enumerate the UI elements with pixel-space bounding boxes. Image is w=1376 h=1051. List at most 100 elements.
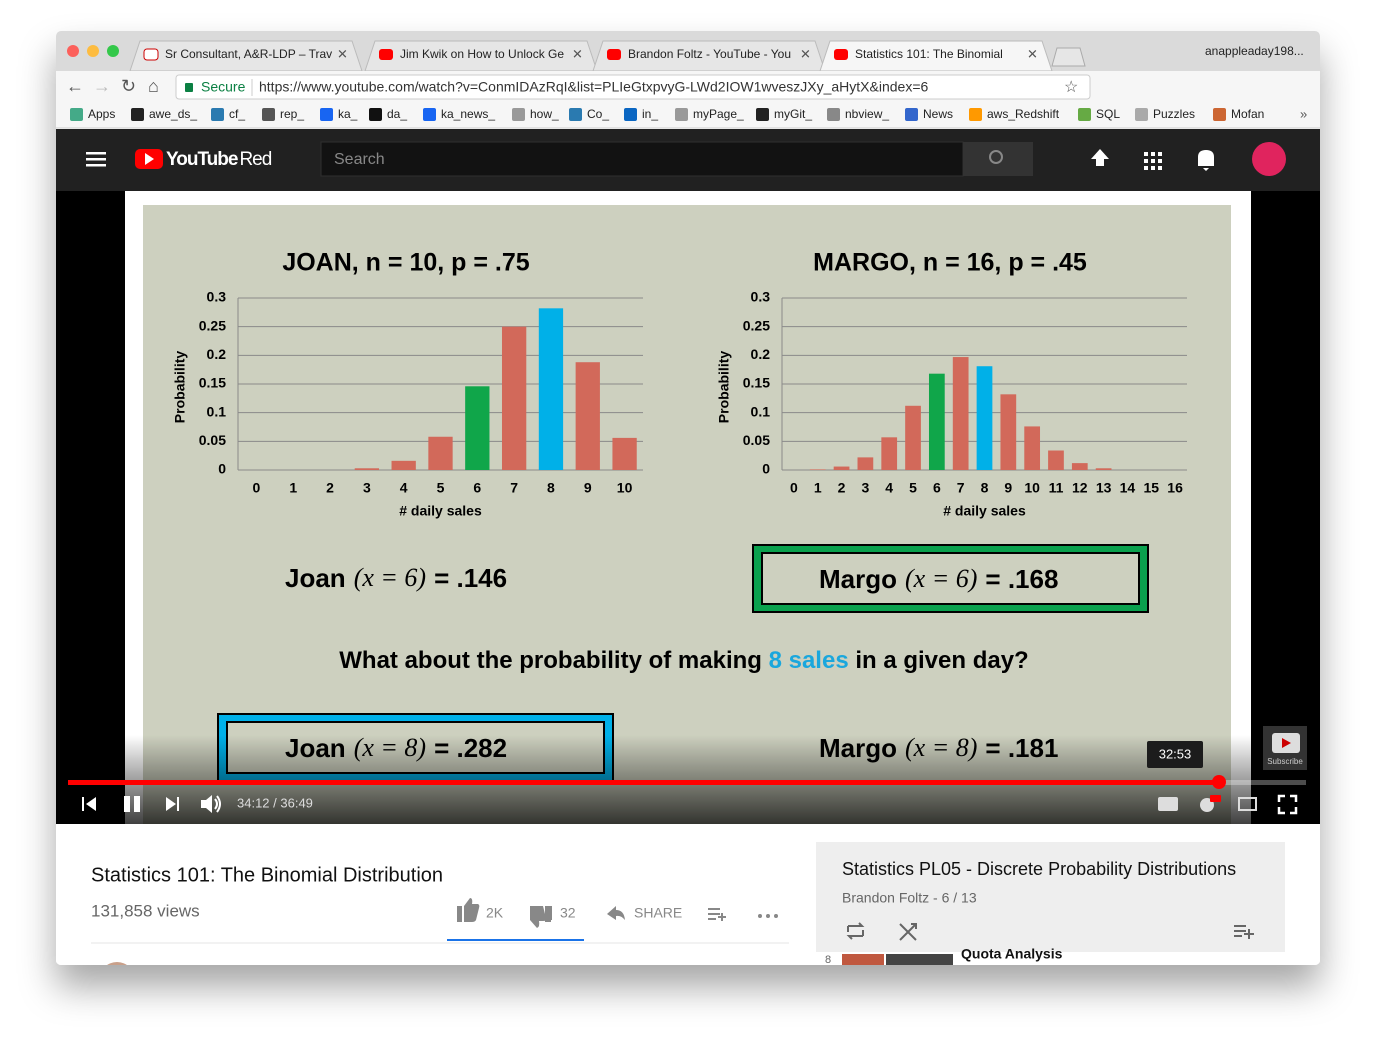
captions-button[interactable] [1158,797,1178,811]
search-button[interactable] [963,142,1033,176]
avatar[interactable] [1252,142,1286,176]
like-button[interactable] [457,898,480,922]
bookmark-star[interactable]: ☆ [1064,79,1078,96]
loop-button[interactable] [846,922,865,940]
volume-button[interactable] [201,795,212,813]
omnibox[interactable] [175,74,1091,100]
tab-close[interactable]: ✕ [1027,46,1038,61]
bookmark[interactable]: rep_ [280,107,304,121]
zoom-button[interactable] [107,45,119,57]
bookmark[interactable]: SQL [1096,107,1120,121]
bookmark[interactable]: Co_ [587,107,609,121]
time-display: 34:12 / 36:49 [237,795,313,810]
tab-close[interactable]: ✕ [337,46,348,61]
close-button[interactable] [67,45,79,57]
tab-close[interactable]: ✕ [800,46,811,61]
tab-title: Jim Kwik on How to Unlock Ge [400,47,564,61]
bookmark[interactable]: Apps [88,107,115,121]
bookmark-icon [320,108,333,121]
subscribe-label: Subscribe [1267,757,1303,766]
controls-gradient [56,735,1320,824]
bookmark[interactable]: cf_ [229,107,245,121]
scrubber[interactable] [1212,775,1226,789]
bookmark-icon [624,108,637,121]
tab-favicon [143,48,159,61]
x-tick-label: 1 [289,480,297,496]
bar [976,366,993,470]
bookmark[interactable]: nbview_ [845,107,889,121]
y-tick-label: 0 [218,461,226,477]
x-tick-label: 16 [1167,480,1183,496]
tab-favicon [834,49,848,60]
x-tick-label: 0 [790,480,798,496]
time-tooltip: 32:53 [1159,746,1192,761]
profile[interactable]: anappleaday198... [1205,44,1304,58]
bar [857,457,874,470]
bookmark-icon [1078,108,1091,121]
bookmark-icon [512,108,525,121]
new-tab-button[interactable] [1051,47,1086,67]
share-icon[interactable] [607,906,625,920]
add-to-button[interactable] [708,908,726,921]
tab-title: Brandon Foltz - YouTube - You [628,47,791,61]
back-button[interactable]: ← [66,76,84,96]
x-tick-label: 13 [1096,480,1112,496]
url[interactable]: https://www.youtube.com/watch?v=ConmIDAz… [259,79,929,95]
more-bookmarks[interactable]: » [1300,106,1307,121]
bar [1071,463,1088,470]
shuffle-button[interactable] [899,923,917,941]
bookmark[interactable]: in_ [642,107,658,121]
theater-button[interactable] [1238,797,1257,811]
y-tick-label: 0.2 [207,346,227,362]
playlist-index: 8 [825,954,831,966]
upload-icon[interactable] [1091,149,1109,166]
save-playlist-button[interactable] [1234,925,1254,939]
next-button[interactable] [166,797,179,811]
bookmark[interactable]: da_ [387,107,407,121]
reload-button[interactable]: ↻ [121,76,136,96]
dislike-icon [530,906,552,928]
x-tick-label: 2 [326,480,334,496]
minimize-button[interactable] [87,45,99,57]
notifications-icon[interactable] [1198,150,1214,171]
bookmark-icon [969,108,982,121]
bookmark[interactable]: awe_ds_ [149,107,197,121]
volume-waves [214,795,221,813]
y-tick-label: 0.2 [751,346,771,362]
x-tick-label: 12 [1072,480,1088,496]
bookmark[interactable]: ka_news_ [441,107,495,121]
y-tick-label: 0.05 [743,432,770,448]
bar [881,437,898,470]
tab-title: Sr Consultant, A&R-LDP – Trav [165,47,332,61]
channel-avatar[interactable] [99,962,135,998]
bookmark[interactable]: aws_Redshift [987,107,1060,121]
bookmark[interactable]: ka_ [338,107,358,121]
yt-logo[interactable]: YouTube Red [166,149,273,170]
fullscreen-button[interactable] [1277,794,1298,815]
apps-icon[interactable] [1144,152,1162,170]
tab-close[interactable]: ✕ [572,46,583,61]
bookmark[interactable]: myPage_ [693,107,744,121]
bookmark[interactable]: Puzzles [1153,107,1195,121]
previous-button[interactable] [82,797,96,811]
y-tick-label: 0 [762,461,770,477]
bookmark-icon [423,108,436,121]
bookmark[interactable]: myGit_ [774,107,812,121]
search-box[interactable] [320,141,964,177]
x-tick-label: 4 [400,480,408,496]
playlist-title[interactable]: Statistics PL05 - Discrete Probability D… [842,859,1236,879]
bar [833,466,850,470]
pause-button[interactable] [124,796,140,812]
home-button[interactable]: ⌂ [148,76,159,96]
share-button[interactable]: SHARE [634,905,682,921]
bar [905,405,921,470]
question-text: What about the probability of making [339,647,768,674]
x-tick-label: 7 [510,480,518,496]
more-button[interactable] [758,914,778,918]
forward-button[interactable]: → [93,76,111,96]
bookmark[interactable]: News [923,107,953,121]
bookmark[interactable]: Mofan [1231,107,1264,121]
like-count: 2K [486,905,504,921]
bookmark[interactable]: how_ [530,107,559,121]
menu-icon[interactable] [86,152,106,167]
